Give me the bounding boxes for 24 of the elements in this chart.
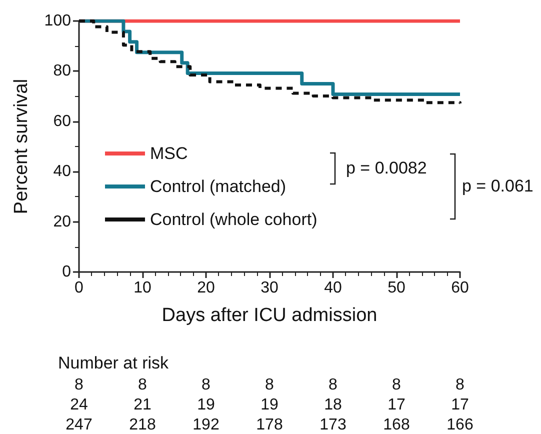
x-tick-label: 50: [388, 280, 406, 296]
x-tick-label: 20: [197, 280, 215, 296]
legend-label: MSC: [150, 144, 188, 163]
legend-label: Control (whole cohort): [150, 210, 318, 229]
x-tick-label: 60: [451, 280, 469, 296]
text: 24 21 19 19 18 17 17: [70, 396, 469, 414]
x-tick-label: 30: [260, 280, 278, 296]
x-tick-label: 40: [324, 280, 342, 296]
y-tick-label: 20: [53, 213, 72, 230]
y-tick-label: 60: [53, 112, 72, 130]
x-tick-label: 10: [134, 280, 152, 296]
x-axis-title: Days after ICU admission: [162, 305, 378, 326]
legend-label: Control (matched): [150, 177, 286, 196]
annotation: p = 0.0082: [346, 158, 427, 178]
x-tick-label: 0: [74, 280, 84, 296]
y-tick-label: 100: [44, 12, 72, 30]
text: Number at risk: [58, 354, 170, 372]
y-tick-label: 0: [62, 264, 72, 280]
y-tick-label: 80: [53, 62, 72, 80]
y-tick-label: 40: [53, 163, 72, 180]
text: 8 8 8 8 8 8 8: [74, 376, 464, 394]
text: 247 218 192 178 173 168 166: [66, 416, 474, 434]
y-axis-title: Percent survival: [11, 78, 32, 214]
text: p = 0.061: [462, 176, 534, 196]
